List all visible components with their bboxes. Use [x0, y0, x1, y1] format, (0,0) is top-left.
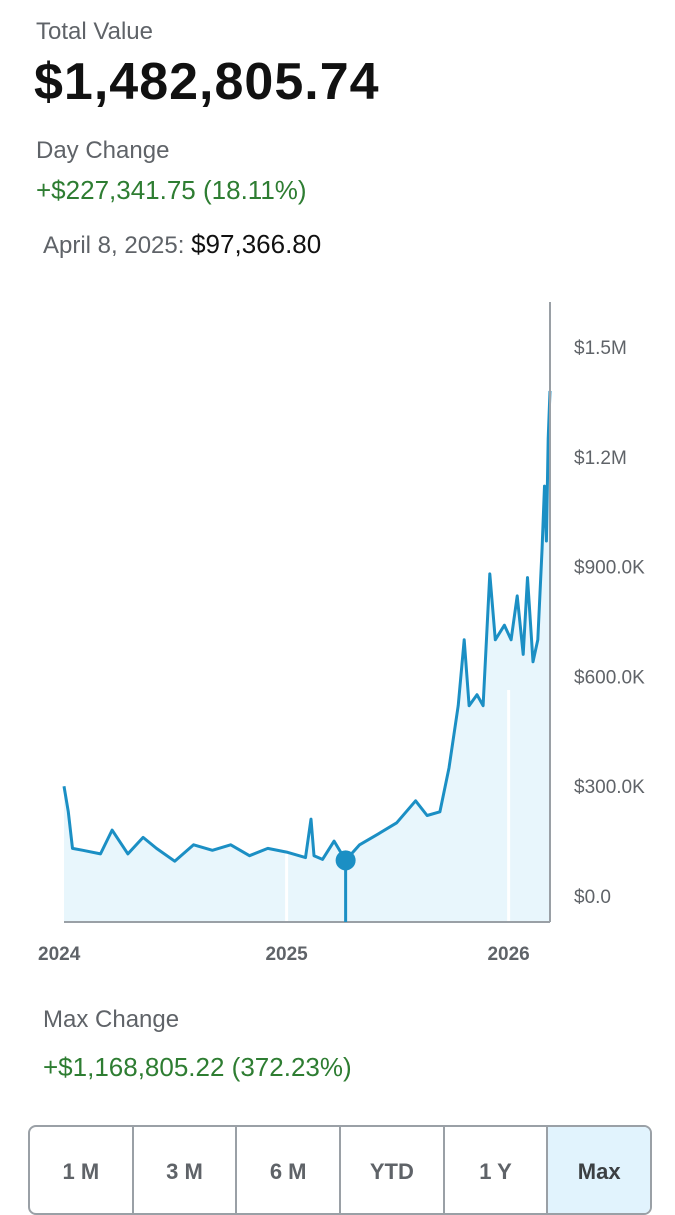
range-button-max[interactable]: Max [548, 1127, 650, 1213]
chart-series-line [62, 390, 552, 863]
range-button-1y[interactable]: 1 Y [445, 1127, 549, 1213]
chart-area-fill [64, 390, 550, 922]
range-button-1m[interactable]: 1 M [30, 1127, 134, 1213]
hover-date: April 8, 2025: [43, 232, 185, 259]
x-tick-label: 2024 [38, 944, 81, 965]
hover-value: $97,366.80 [191, 229, 322, 259]
x-tick-label: 2025 [265, 944, 308, 965]
hover-readout: April 8, 2025: $97,366.80 [43, 229, 321, 260]
day-change-value: +$227,341.75 (18.11%) [36, 175, 307, 205]
total-value-amount: $1,482,805.74 [34, 53, 380, 111]
y-tick-label: $300.0K [574, 777, 645, 798]
portfolio-chart[interactable]: $1.5M $1.2M $900.0K $600.0K $300.0K $0.0 2024 2… [0, 290, 675, 990]
time-range-selector: 1 M 3 M 6 M YTD 1 Y Max [28, 1125, 652, 1215]
range-button-6m[interactable]: 6 M [237, 1127, 342, 1213]
total-value-label: Total Value [36, 18, 153, 45]
y-tick-label: $900.0K [574, 558, 645, 579]
hover-point [335, 850, 356, 871]
x-tick-label: 2026 [487, 944, 529, 965]
y-tick-label: $1.5M [574, 338, 627, 359]
day-change-label: Day Change [36, 137, 170, 164]
range-button-3m[interactable]: 3 M [134, 1127, 238, 1213]
y-tick-label: $600.0K [574, 667, 645, 688]
y-tick-label: $1.2M [574, 448, 627, 469]
y-tick-label: $0.0 [574, 887, 611, 908]
max-change-label: Max Change [43, 1006, 180, 1033]
max-change-value: +$1,168,805.22 (372.23%) [43, 1052, 352, 1082]
range-button-ytd[interactable]: YTD [341, 1127, 445, 1213]
